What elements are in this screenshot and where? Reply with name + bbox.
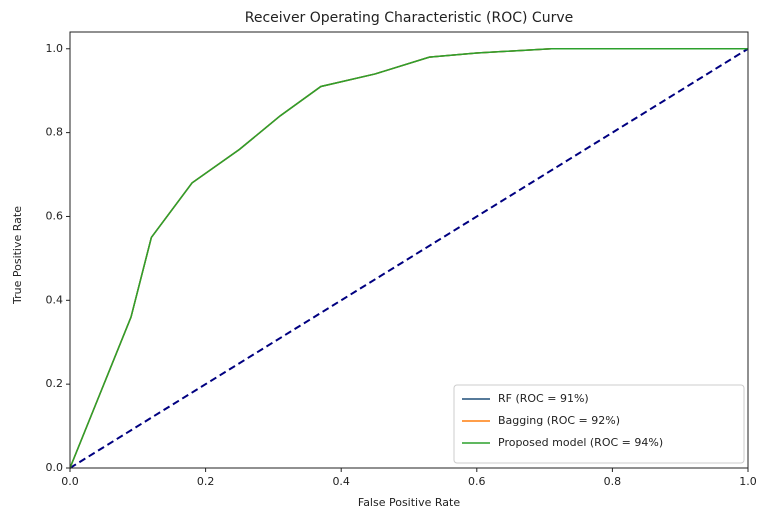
y-tick-label: 0.2 <box>46 377 64 390</box>
chart: Receiver Operating Characteristic (ROC) … <box>0 0 759 511</box>
y-tick-label: 0.4 <box>46 293 64 306</box>
y-tick-label: 1.0 <box>46 42 64 55</box>
x-tick-label: 0.6 <box>468 475 486 488</box>
chart-title: Receiver Operating Characteristic (ROC) … <box>245 10 574 26</box>
legend-label: Proposed model (ROC = 94%) <box>498 436 663 449</box>
legend-label: Bagging (ROC = 92%) <box>498 414 620 427</box>
y-tick-label: 0.6 <box>46 209 64 222</box>
y-tick-label: 0.8 <box>46 126 64 139</box>
x-tick-label: 0.8 <box>604 475 622 488</box>
legend-label: RF (ROC = 91%) <box>498 392 589 405</box>
y-tick-label: 0.0 <box>46 461 64 474</box>
x-tick-label: 0.2 <box>197 475 215 488</box>
x-tick-label: 1.0 <box>739 475 757 488</box>
x-tick-label: 0.4 <box>332 475 350 488</box>
y-axis-label: True Positive Rate <box>11 206 24 305</box>
x-axis-label: False Positive Rate <box>358 496 460 509</box>
x-tick-label: 0.0 <box>61 475 79 488</box>
